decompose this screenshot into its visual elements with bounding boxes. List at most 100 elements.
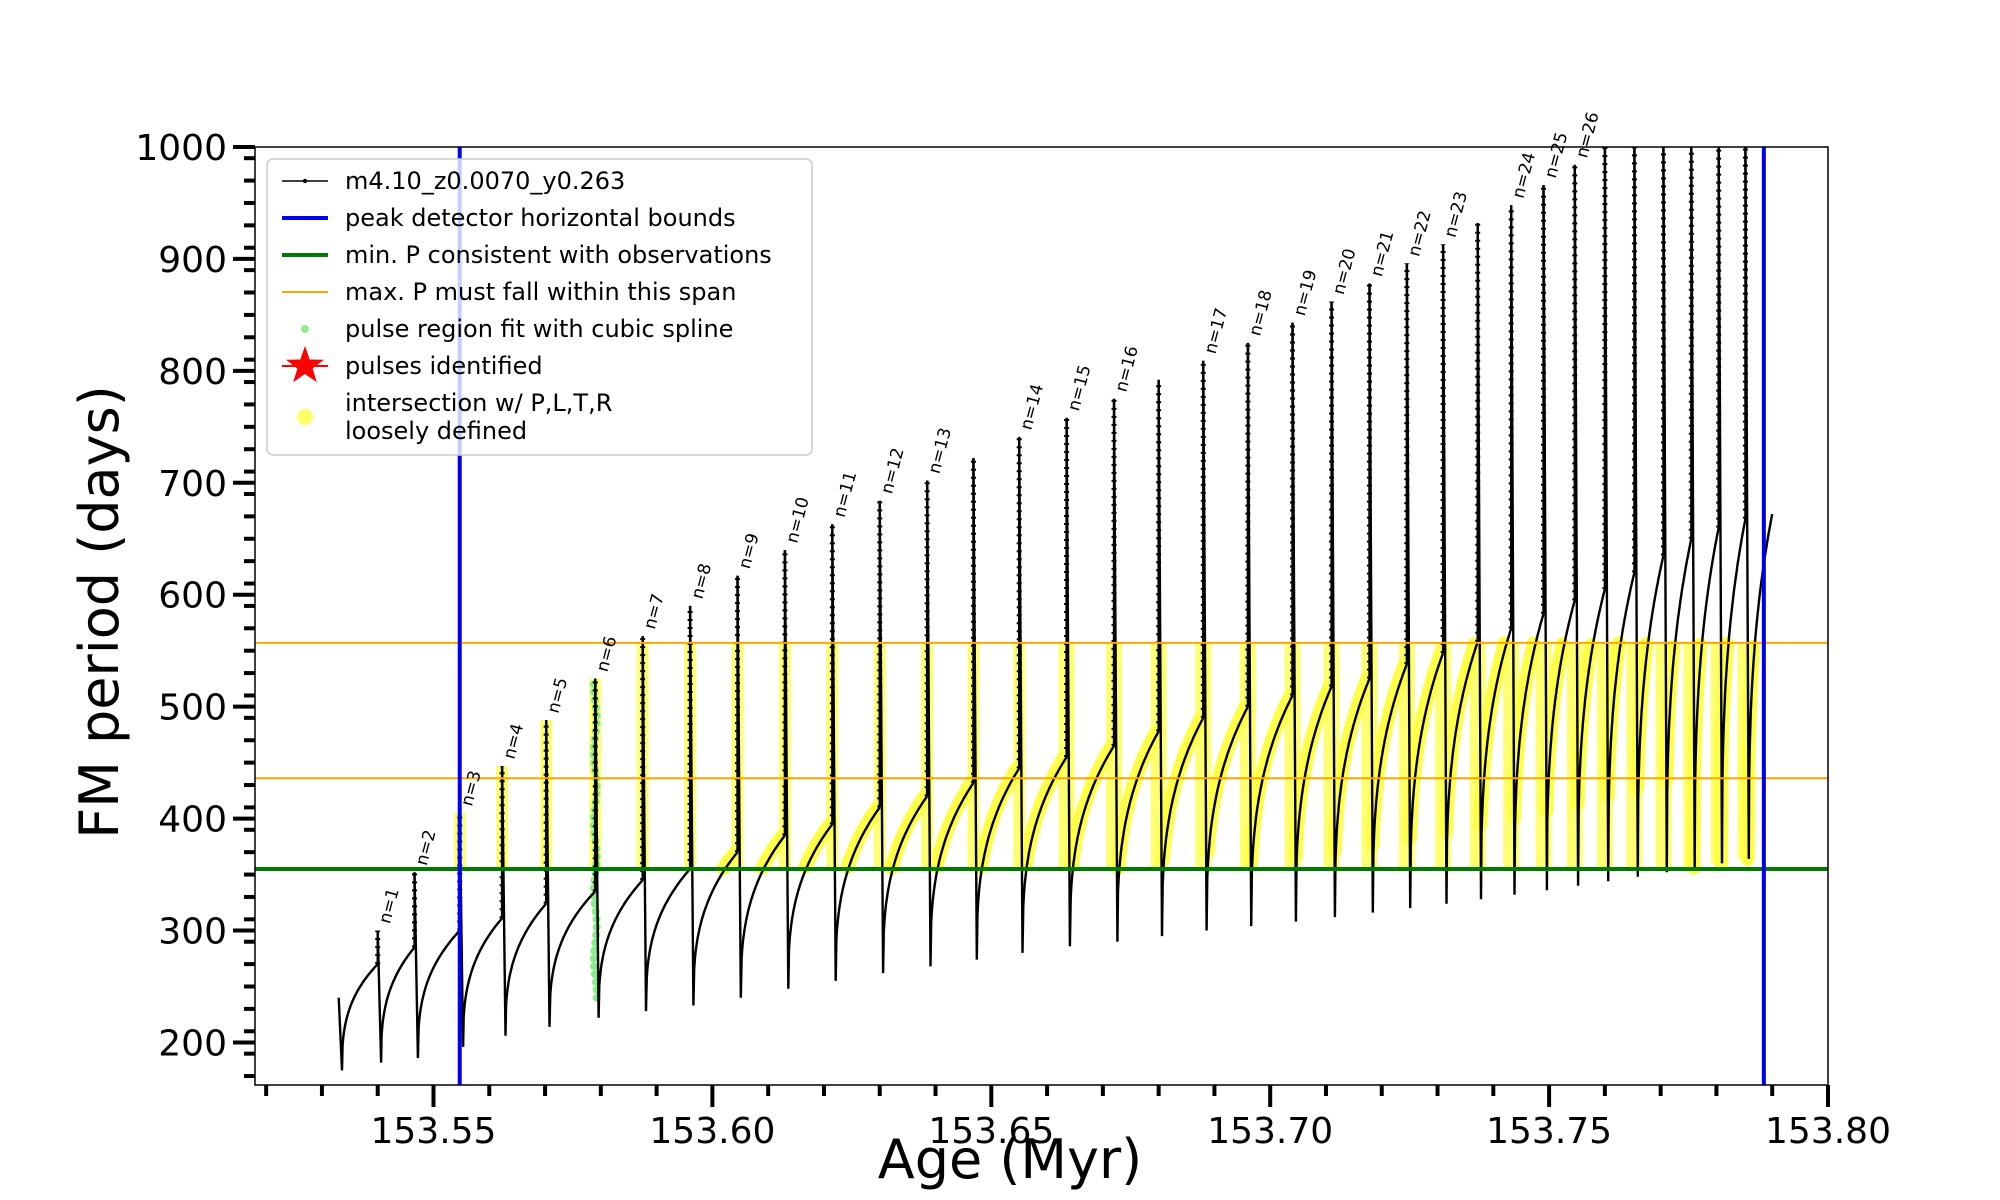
pulse-label: n=4 bbox=[500, 721, 529, 761]
pulse-label: n=11 bbox=[830, 469, 861, 519]
legend-swatch-dot bbox=[301, 325, 309, 333]
pulse-label: n=2 bbox=[412, 828, 441, 868]
pulse-label: n=23 bbox=[1441, 189, 1472, 239]
pulse-label: n=22 bbox=[1404, 208, 1435, 258]
axes-frame bbox=[254, 146, 1829, 1086]
x-tick-label: 153.60 bbox=[649, 1111, 775, 1152]
curve-segment bbox=[413, 872, 461, 1059]
curve-segment bbox=[1330, 301, 1371, 918]
spline-point bbox=[590, 970, 599, 979]
pulse-label: n=13 bbox=[925, 426, 956, 476]
intersection-region bbox=[1244, 688, 1298, 870]
intersection-region bbox=[798, 817, 838, 874]
legend-label: max. P must fall within this span bbox=[345, 278, 736, 306]
pulse-label: n=10 bbox=[782, 495, 813, 545]
intersection-region bbox=[1065, 738, 1119, 873]
pulse-label: n=14 bbox=[1017, 382, 1048, 432]
intersection-regions bbox=[453, 636, 1761, 876]
legend-label: pulses identified bbox=[345, 352, 543, 380]
curve-segment bbox=[831, 524, 881, 981]
pulse-label: n=5 bbox=[544, 676, 573, 716]
curve-segment bbox=[1441, 244, 1479, 904]
pulse-label: n=7 bbox=[640, 592, 669, 632]
x-axis-label: Age (Myr) bbox=[878, 1128, 1143, 1191]
curve-segment bbox=[1157, 379, 1205, 937]
curve-segment bbox=[1633, 147, 1665, 877]
intersection-region bbox=[840, 800, 885, 875]
legend-swatch-star bbox=[286, 346, 324, 383]
plot-clip-group bbox=[255, 147, 1828, 1085]
curve-segment bbox=[926, 480, 975, 967]
pulse-label: n=9 bbox=[735, 531, 764, 571]
curve-segment bbox=[1065, 417, 1116, 947]
curve-segment bbox=[641, 636, 692, 1012]
curve-segment bbox=[1509, 205, 1545, 895]
curve-segment bbox=[688, 605, 739, 1006]
legend-label: pulse region fit with cubic spline bbox=[345, 315, 733, 343]
spline-point bbox=[589, 954, 598, 963]
curve-segment bbox=[1018, 436, 1068, 953]
y-tick-label: 800 bbox=[158, 352, 227, 393]
curve-segment bbox=[1202, 360, 1249, 931]
y-axis-label: FM period (days) bbox=[68, 385, 131, 839]
y-tick-label: 400 bbox=[158, 800, 227, 841]
legend-label: min. P consistent with observations bbox=[345, 241, 772, 269]
x-tick-label: 153.75 bbox=[1486, 1111, 1612, 1152]
curve-segment bbox=[458, 812, 504, 1047]
legend-box bbox=[266, 158, 813, 456]
curve-segment bbox=[1368, 283, 1409, 913]
y-tick-label: 1000 bbox=[135, 128, 227, 169]
pulse-label: n=24 bbox=[1509, 150, 1540, 200]
curve-segment bbox=[500, 765, 548, 1036]
pulse-label: n=26 bbox=[1572, 110, 1603, 160]
legend-label: intersection w/ P,L,T,R bbox=[345, 389, 612, 417]
pulse-label: n=1 bbox=[375, 886, 404, 926]
pulse-label: n=17 bbox=[1201, 306, 1232, 356]
y-tick-label: 900 bbox=[158, 240, 227, 281]
spline-point bbox=[590, 946, 599, 955]
curve-segment bbox=[594, 678, 644, 1018]
pulse-label: n=21 bbox=[1367, 229, 1398, 279]
curve-segment bbox=[1744, 147, 1774, 859]
curve-segment bbox=[1603, 147, 1636, 882]
y-tick-label: 600 bbox=[158, 576, 227, 617]
intersection-region bbox=[1200, 699, 1253, 860]
curve-segment bbox=[1717, 147, 1747, 864]
curve-segment bbox=[736, 575, 786, 998]
curve-segment bbox=[1405, 263, 1445, 909]
legend-label: peak detector horizontal bounds bbox=[345, 204, 736, 232]
curve-segment bbox=[1542, 185, 1576, 891]
intersection-region bbox=[1111, 724, 1164, 875]
pulse-label: n=25 bbox=[1541, 130, 1572, 180]
pulse-label: n=16 bbox=[1112, 344, 1143, 394]
curve-segment bbox=[376, 930, 416, 1063]
pulse-label: n=15 bbox=[1064, 363, 1095, 413]
legend-label: m4.10_z0.0070_y0.263 bbox=[345, 167, 625, 195]
intersection-region bbox=[929, 775, 979, 874]
legend-label: loosely defined bbox=[345, 417, 527, 445]
x-tick-label: 153.65 bbox=[928, 1111, 1054, 1152]
curve-segment bbox=[1291, 322, 1333, 922]
curve-segment bbox=[1662, 147, 1693, 873]
curve-segment bbox=[545, 720, 597, 1027]
legend-swatch-dot bbox=[297, 409, 313, 425]
curve-segment bbox=[337, 963, 379, 1071]
x-tick-label: 153.55 bbox=[371, 1111, 497, 1152]
pulse-label: n=8 bbox=[688, 561, 717, 601]
curve-segment bbox=[1690, 147, 1720, 868]
curve-segment bbox=[1476, 223, 1513, 900]
curve-segment bbox=[1246, 342, 1294, 927]
curve-segment bbox=[972, 458, 1021, 960]
spline-point bbox=[590, 962, 599, 971]
curve-segment bbox=[1573, 164, 1607, 886]
pulse-label: n=12 bbox=[877, 446, 908, 496]
y-tick-label: 200 bbox=[158, 1023, 227, 1064]
x-tick-label: 153.70 bbox=[1207, 1111, 1333, 1152]
curve-segment bbox=[783, 549, 834, 989]
intersection-region bbox=[884, 789, 932, 876]
pulse-label: n=18 bbox=[1245, 288, 1276, 338]
axes: 200 300 400 500 600 700 800 900 1000 153.55 153.60… bbox=[135, 128, 1891, 1152]
intersection-region bbox=[1155, 710, 1209, 867]
y-tick-label: 500 bbox=[158, 688, 227, 729]
